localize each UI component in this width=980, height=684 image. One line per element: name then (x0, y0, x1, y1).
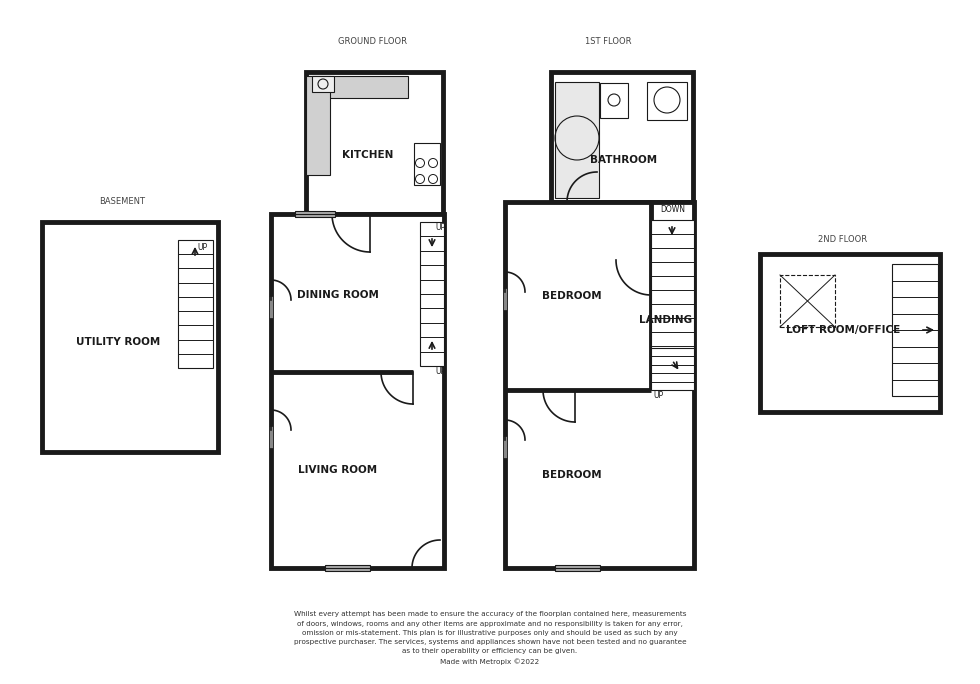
Bar (295, 211, 335, 217)
Text: UP: UP (435, 222, 445, 231)
Text: GROUND FLOOR: GROUND FLOOR (337, 38, 407, 47)
Bar (269, 426, 273, 448)
Bar (600, 83, 628, 118)
Text: BEDROOM: BEDROOM (542, 470, 602, 480)
Text: 1ST FLOOR: 1ST FLOOR (585, 38, 631, 47)
Bar (271, 214, 444, 568)
Text: LIVING ROOM: LIVING ROOM (299, 465, 377, 475)
Bar (269, 296, 273, 318)
Bar (306, 76, 330, 175)
Bar (555, 565, 600, 571)
Bar (420, 222, 444, 366)
Text: UP: UP (197, 244, 207, 252)
Text: BATHROOM: BATHROOM (590, 155, 658, 165)
Text: KITCHEN: KITCHEN (342, 150, 394, 160)
Bar (325, 565, 370, 571)
Bar (505, 202, 694, 568)
Bar (503, 288, 507, 310)
Bar (651, 348, 694, 390)
Bar (312, 76, 334, 92)
Bar (178, 240, 213, 368)
Bar (760, 254, 940, 412)
Text: LANDING: LANDING (639, 315, 693, 325)
Bar (306, 72, 443, 214)
Bar (555, 82, 599, 198)
Bar (42, 222, 218, 452)
Bar (651, 220, 694, 360)
Text: UP: UP (653, 391, 663, 399)
Text: DOWN: DOWN (660, 205, 685, 215)
Bar (551, 72, 693, 202)
Bar (647, 82, 687, 120)
Bar (503, 436, 507, 458)
Bar (306, 76, 408, 98)
Text: UTILITY ROOM: UTILITY ROOM (75, 337, 160, 347)
Text: LOFT ROOM/OFFICE: LOFT ROOM/OFFICE (786, 325, 900, 335)
Bar (414, 143, 440, 185)
Text: Whilst every attempt has been made to ensure the accuracy of the floorplan conta: Whilst every attempt has been made to en… (294, 611, 686, 665)
Bar (780, 275, 835, 327)
Text: 2ND FLOOR: 2ND FLOOR (818, 235, 867, 244)
Text: DINING ROOM: DINING ROOM (297, 290, 379, 300)
Bar (892, 264, 938, 396)
Text: BEDROOM: BEDROOM (542, 291, 602, 301)
Text: BASEMENT: BASEMENT (99, 198, 145, 207)
Text: UP: UP (435, 367, 445, 376)
